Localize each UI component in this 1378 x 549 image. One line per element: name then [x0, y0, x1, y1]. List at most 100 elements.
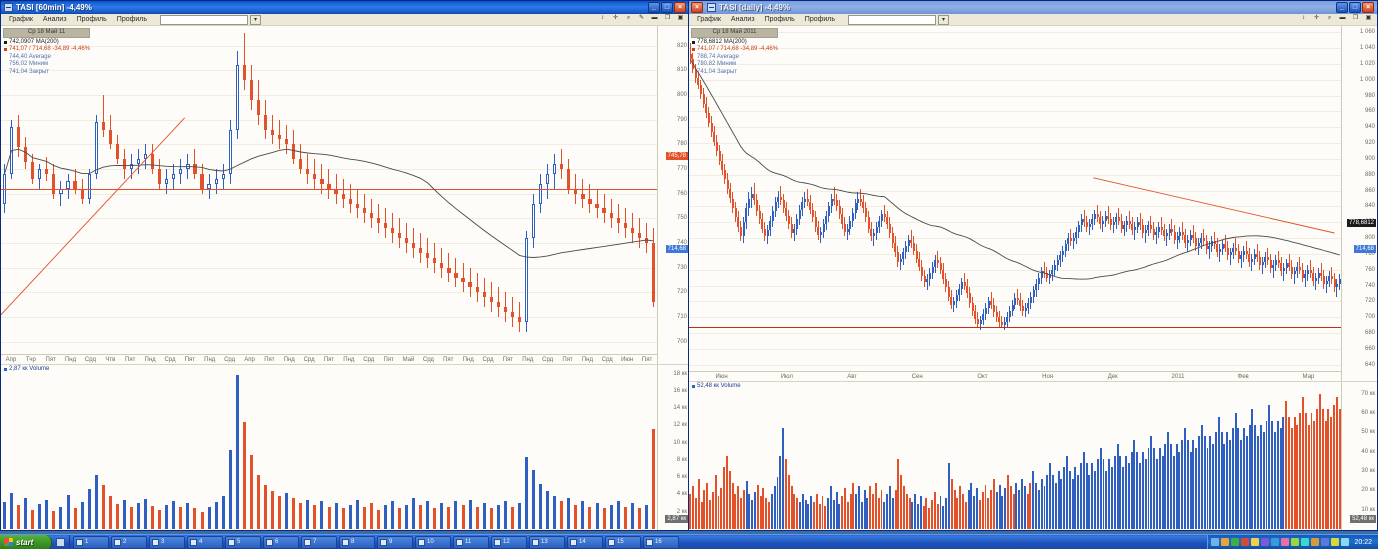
x-axis-tick: Пнд	[522, 357, 534, 363]
usb-icon[interactable]	[1291, 538, 1300, 546]
save-icon[interactable]: ▣	[677, 15, 684, 21]
price-pane-left[interactable]: 820 810 800 790 780 770 760 750 740 730 720 710 700 А…	[1, 26, 689, 366]
clock[interactable]: 20:22	[1354, 538, 1372, 546]
volume-pane-right[interactable]: 70 кк 60 кк 50 кк 40 кк 30 кк 20 кк 10 кк 52,48…	[689, 381, 1377, 530]
close-button-left-edge[interactable]: ×	[691, 2, 703, 13]
quick-launch[interactable]	[52, 534, 70, 549]
save-icon[interactable]: ▣	[1365, 15, 1372, 21]
menu-item-2[interactable]: Профиль	[76, 16, 107, 23]
task-list[interactable]: 1 2 3 4 5 6 7 8 9 10 11 12 13 14 15 16	[70, 535, 1207, 549]
cursor-icon[interactable]: ↕	[1302, 15, 1305, 21]
messenger-icon[interactable]	[1271, 538, 1280, 546]
taskbar-button[interactable]: 5	[225, 535, 261, 549]
taskbar-button[interactable]: 10	[415, 535, 451, 549]
taskbar[interactable]: start 1 2 3 4 5 6 7 8 9 10 11 12 13 14 15 16 20:22	[0, 534, 1378, 549]
toolbar-icons-left[interactable]: ↕ ✛ ⌕ ✎ ▬ ❐ ▣	[598, 15, 689, 24]
taskbar-button[interactable]: 9	[377, 535, 413, 549]
shield-icon[interactable]	[1231, 538, 1240, 546]
clock-icon[interactable]	[1311, 538, 1320, 546]
bluetooth-icon[interactable]	[1301, 538, 1310, 546]
restore-pane-icon[interactable]: ❐	[1352, 15, 1359, 21]
show-desktop-icon[interactable]	[56, 537, 65, 547]
legend-label: 742,0907 MA(200)	[9, 38, 59, 45]
price-y-axis[interactable]: 820 810 800 790 780 770 760 750 740 730 720 710 700	[657, 26, 689, 366]
zoom-icon[interactable]: ⌕	[626, 15, 631, 21]
chevron-down-icon[interactable]: ▾	[938, 14, 949, 25]
taskbar-button[interactable]: 12	[491, 535, 527, 549]
price-pane-right[interactable]: 1 060 1 040 1 020 1 000 980 960 940 920 900 880 86…	[689, 26, 1377, 383]
window-controls-left[interactable]: _ □ ×	[648, 2, 687, 13]
menu-item-3[interactable]: Профиль	[116, 16, 147, 23]
minimize-button[interactable]: _	[1336, 2, 1348, 13]
volume-plot[interactable]	[1, 365, 657, 529]
taskbar-button[interactable]: 7	[301, 535, 337, 549]
chart-area-right[interactable]: 1 060 1 040 1 020 1 000 980 960 940 920 900 880 86…	[689, 26, 1377, 530]
antivirus-icon[interactable]	[1261, 538, 1270, 546]
chart-window-right[interactable]: × TASI [daily] -4,49% _ □ × График Анали…	[688, 0, 1378, 531]
update-icon[interactable]	[1251, 538, 1260, 546]
volume-y-axis[interactable]: 18 кк 16 кк 14 кк 12 кк 10 кк 8 кк 6 кк 4 кк 2 к…	[657, 365, 689, 530]
power-icon[interactable]	[1341, 538, 1350, 546]
volume-y-axis[interactable]: 70 кк 60 кк 50 кк 40 кк 30 кк 20 кк 10 кк	[1341, 382, 1377, 530]
volume-pane-left[interactable]: 18 кк 16 кк 14 кк 12 кк 10 кк 8 кк 6 кк 4 кк 2 к…	[1, 364, 689, 530]
minimize-pane-icon[interactable]: ▬	[651, 15, 658, 21]
taskbar-button[interactable]: 4	[187, 535, 223, 549]
close-button[interactable]: ×	[1362, 2, 1374, 13]
menu-item-1[interactable]: Анализ	[730, 16, 755, 23]
y-axis-tick: 700	[1364, 314, 1375, 321]
symbol-input[interactable]	[160, 14, 248, 25]
tray-icon-group[interactable]	[1211, 538, 1350, 546]
chart-window-left[interactable]: TASI [60min] -4,49% _ □ × График Анализ …	[0, 0, 690, 531]
menu-item-3[interactable]: Профиль	[804, 16, 835, 23]
minimize-button[interactable]: _	[648, 2, 660, 13]
menu-item-0[interactable]: График	[697, 16, 721, 23]
mail-icon[interactable]	[1321, 538, 1330, 546]
menu-item-0[interactable]: График	[9, 16, 33, 23]
maximize-button[interactable]: □	[1349, 2, 1361, 13]
symbol-input[interactable]	[848, 14, 936, 25]
window-controls-right[interactable]: _ □ ×	[1336, 2, 1375, 13]
battery-icon[interactable]	[1241, 538, 1250, 546]
legend-marker	[692, 40, 695, 44]
close-button[interactable]: ×	[674, 2, 686, 13]
menu-item-1[interactable]: Анализ	[42, 16, 67, 23]
volume-icon[interactable]	[1221, 538, 1230, 546]
restore-pane-icon[interactable]: ❐	[664, 15, 671, 21]
titlebar-right[interactable]: × TASI [daily] -4,49% _ □ ×	[689, 1, 1377, 14]
menu-item-2[interactable]: Профиль	[764, 16, 795, 23]
cursor-icon[interactable]: ↕	[601, 15, 604, 21]
price-x-axis[interactable]: Июн Июл Авг Сен Окт Ноя Дек 2011 Фев Мар	[689, 371, 1341, 383]
price-x-axis[interactable]: Апр Тчр Пят Пнд Срд Чтв Пят Пнд Срд Пят Пнд Срд Апр П…	[1, 354, 657, 366]
printer-icon[interactable]	[1281, 538, 1290, 546]
taskbar-button[interactable]: 8	[339, 535, 375, 549]
maximize-button[interactable]: □	[661, 2, 673, 13]
chart-area-left[interactable]: 820 810 800 790 780 770 760 750 740 730 720 710 700 А…	[1, 26, 689, 530]
taskbar-button[interactable]: 3	[149, 535, 185, 549]
system-tray[interactable]: 20:22	[1207, 534, 1378, 549]
taskbar-button[interactable]: 13	[529, 535, 565, 549]
sync-icon[interactable]	[1331, 538, 1340, 546]
taskbar-button[interactable]: 6	[263, 535, 299, 549]
titlebar-left[interactable]: TASI [60min] -4,49% _ □ ×	[1, 1, 689, 14]
price-y-axis[interactable]: 1 060 1 040 1 020 1 000 980 960 940 920 900 880 86…	[1341, 26, 1377, 383]
crosshair-icon[interactable]: ✛	[1313, 15, 1320, 21]
network-icon[interactable]	[1211, 538, 1220, 546]
toolbar-icons-right[interactable]: ↕ ✛ ⌕ ▬ ❐ ▣	[1299, 15, 1377, 24]
pencil-icon[interactable]: ✎	[638, 15, 645, 21]
taskbar-button[interactable]: 2	[111, 535, 147, 549]
price-plot[interactable]	[689, 26, 1341, 371]
taskbar-button[interactable]: 11	[453, 535, 489, 549]
menubar-left[interactable]: График Анализ Профиль Профиль ▾ ↕ ✛ ⌕ ✎ …	[1, 14, 689, 26]
crosshair-icon[interactable]: ✛	[612, 15, 619, 21]
minimize-pane-icon[interactable]: ▬	[1339, 15, 1346, 21]
zoom-icon[interactable]: ⌕	[1327, 15, 1332, 21]
volume-plot[interactable]	[689, 382, 1341, 529]
taskbar-button[interactable]: 16	[643, 535, 679, 549]
taskbar-button[interactable]: 15	[605, 535, 641, 549]
taskbar-button[interactable]: 1	[73, 535, 109, 549]
chevron-down-icon[interactable]: ▾	[250, 14, 261, 25]
menubar-right[interactable]: График Анализ Профиль Профиль ▾ ↕ ✛ ⌕ ▬ …	[689, 14, 1377, 26]
price-plot[interactable]	[1, 26, 657, 354]
start-button[interactable]: start	[0, 534, 52, 549]
taskbar-button[interactable]: 14	[567, 535, 603, 549]
